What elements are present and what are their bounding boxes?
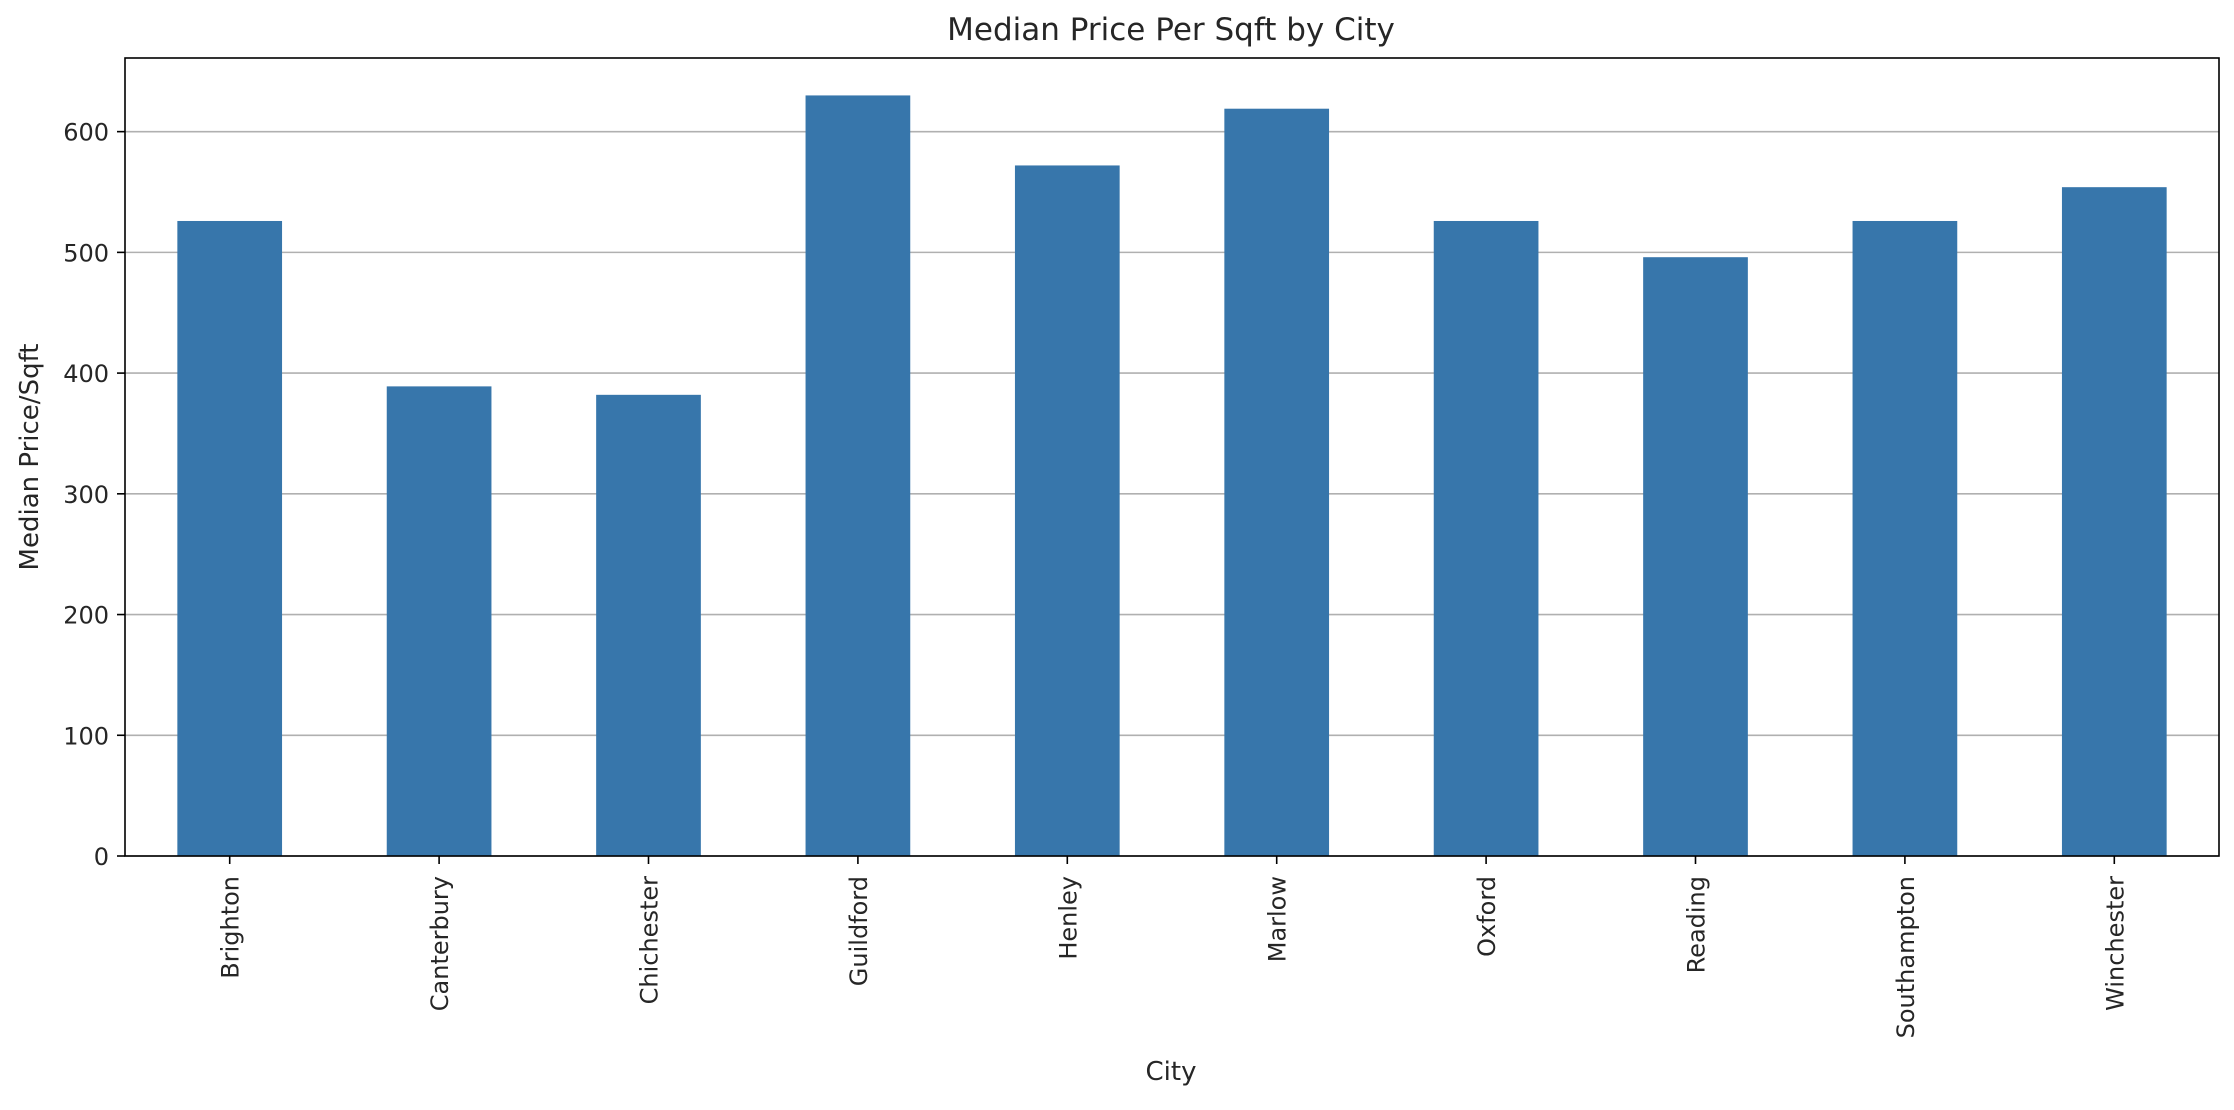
plot-frame [124, 57, 2220, 857]
x-tick-label: Oxford [1473, 876, 1501, 957]
y-axis-ticks: 0 100 200 300 400 500 600 [63, 119, 125, 871]
bar-henley [1014, 165, 1120, 856]
axes [124, 57, 2220, 857]
bar-canterbury [386, 386, 492, 856]
x-tick-label: Reading [1683, 876, 1711, 973]
bars [177, 95, 2167, 856]
x-tick-label: Chichester [636, 876, 664, 1004]
y-tick-label: 300 [63, 481, 109, 509]
x-tick-label: Winchester [2101, 876, 2129, 1011]
x-tick-label: Henley [1054, 876, 1082, 960]
x-tick-label: Guildford [845, 876, 873, 986]
bar-winchester [2061, 187, 2167, 856]
x-axis-ticks: Brighton Canterbury Chichester Guildford Hen… [217, 856, 2129, 1038]
x-tick-label: Southampton [1892, 876, 1920, 1038]
y-tick-label: 600 [63, 119, 109, 147]
x-tick-label: Brighton [217, 876, 245, 979]
x-tick-label: Canterbury [426, 876, 454, 1011]
y-tick-label: 200 [63, 602, 109, 630]
x-tick-label: Marlow [1264, 876, 1292, 962]
y-tick-label: 500 [63, 239, 109, 267]
y-tick-label: 100 [63, 722, 109, 750]
bar-guildford [805, 95, 911, 856]
bar-southampton [1852, 220, 1958, 856]
bar-chichester [596, 394, 701, 856]
y-tick-label: 400 [63, 360, 109, 388]
bar-oxford [1433, 220, 1539, 856]
bar-reading [1643, 257, 1748, 856]
bar-marlow [1224, 108, 1330, 856]
y-axis-label: Median Price/Sqft [15, 344, 45, 571]
bar-brighton [177, 220, 283, 856]
y-tick-label: 0 [94, 843, 109, 871]
x-axis-label: City [1146, 1057, 1197, 1087]
chart-title: Median Price Per Sqft by City [947, 12, 1395, 48]
